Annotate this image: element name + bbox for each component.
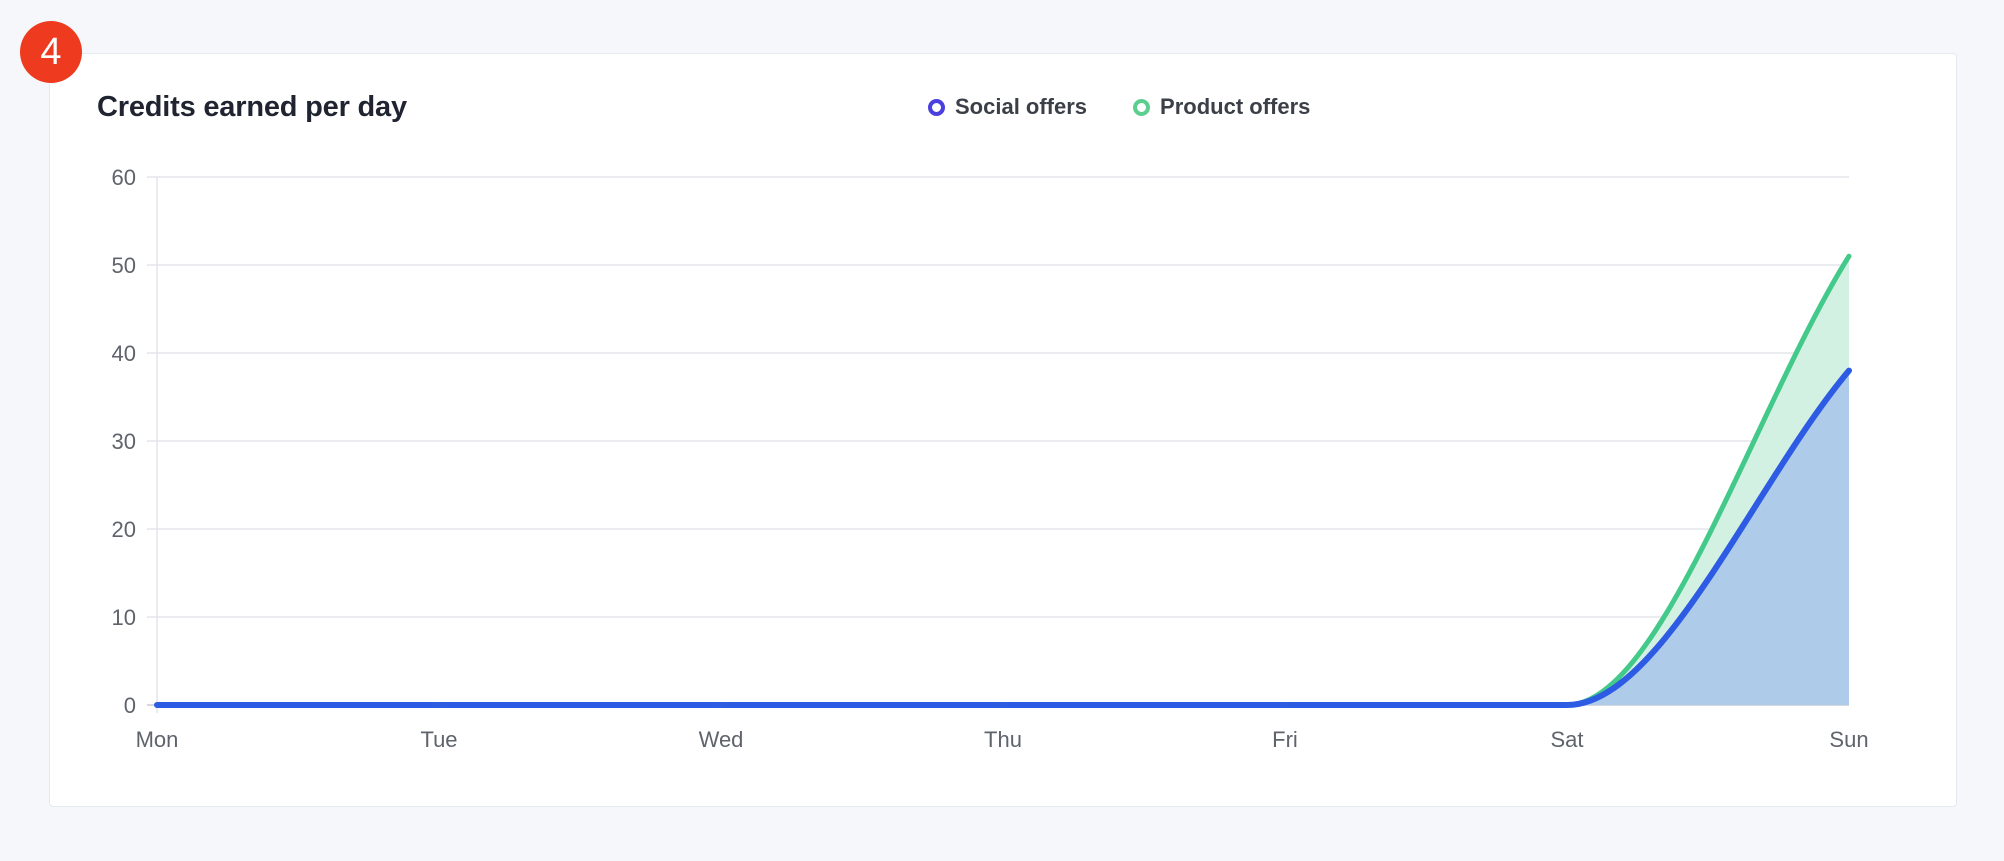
- legend-label-product-offers: Product offers: [1160, 94, 1311, 119]
- step-badge: 4: [20, 21, 82, 83]
- x-tick-label: Sun: [1829, 727, 1868, 752]
- area-product-offers: [157, 256, 1849, 705]
- x-tick-label: Wed: [699, 727, 744, 752]
- chart-title: Credits earned per day: [97, 91, 407, 123]
- y-tick-label: 60: [112, 165, 136, 190]
- y-tick-label: 50: [112, 253, 136, 278]
- point-social-offers: [1565, 703, 1569, 707]
- line-social-offers: [154, 367, 1852, 709]
- legend-marker-product-offers: [1133, 98, 1151, 116]
- point-product-offers: [1847, 254, 1851, 258]
- x-tick-label: Fri: [1272, 727, 1298, 752]
- legend-item-social-offers[interactable]: Social offers: [928, 94, 1087, 120]
- point-social-offers: [437, 703, 441, 707]
- chart-legend: Social offers Product offers: [928, 94, 1356, 120]
- x-tick-label: Thu: [984, 727, 1022, 752]
- x-tick-label: Mon: [136, 727, 179, 752]
- area-social-offers: [157, 370, 1849, 705]
- point-social-offers: [1001, 703, 1005, 707]
- legend-marker-social-offers: [928, 98, 945, 116]
- point-social-offers: [155, 703, 159, 707]
- y-tick-label: 20: [112, 517, 136, 542]
- point-social-offers: [1283, 703, 1287, 707]
- legend-label-social-offers: Social offers: [955, 94, 1088, 119]
- y-tick-label: 0: [124, 693, 136, 718]
- y-tick-label: 10: [112, 605, 136, 630]
- line-product-offers: [154, 253, 1852, 708]
- x-tick-label: Tue: [420, 727, 457, 752]
- point-social-offers: [1847, 369, 1851, 373]
- x-tick-label: Sat: [1550, 727, 1583, 752]
- y-tick-label: 30: [112, 429, 136, 454]
- legend-item-product-offers[interactable]: Product offers: [1133, 94, 1310, 120]
- y-tick-label: 40: [112, 341, 136, 366]
- point-social-offers: [719, 703, 723, 707]
